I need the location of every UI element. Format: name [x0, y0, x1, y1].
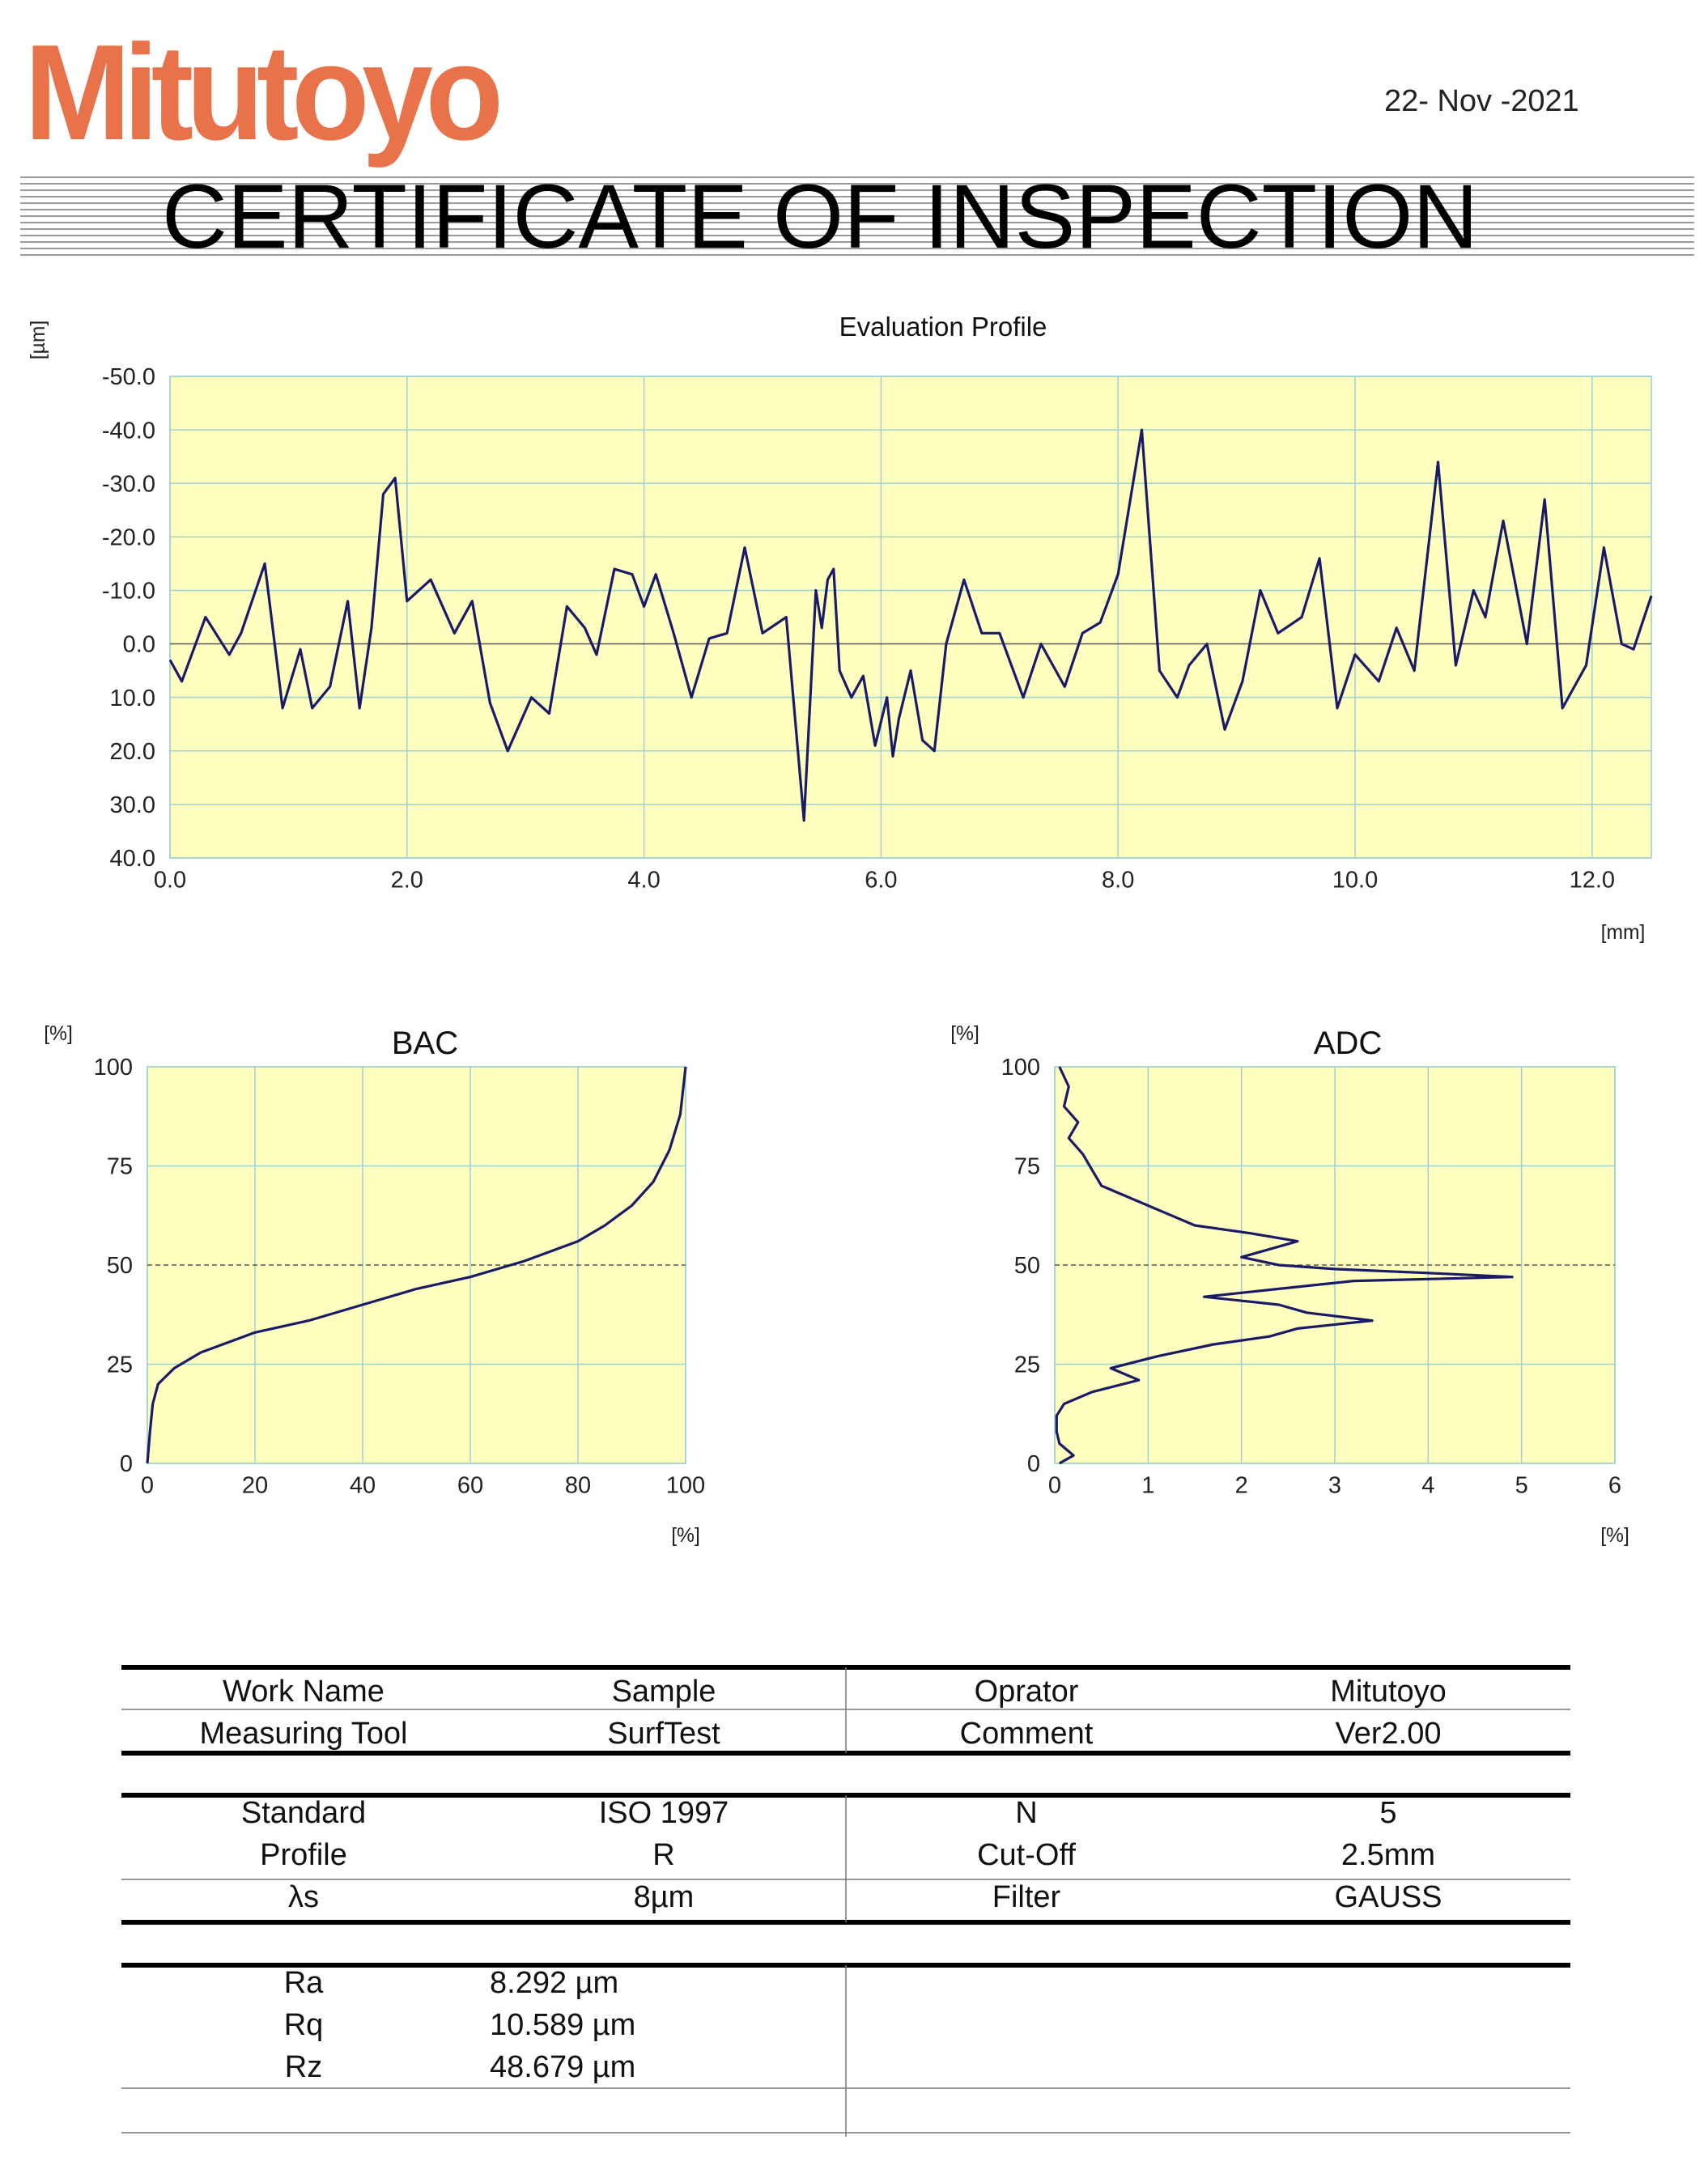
profile-x-tick-label: 2.0: [391, 867, 423, 893]
report-date: 22- Nov -2021: [1384, 84, 1579, 118]
profile-y-tick-label: 0.0: [123, 632, 155, 658]
table2-cell: N: [1015, 1796, 1037, 1830]
profile-y-tick-label: 20.0: [110, 739, 155, 765]
bac-x-unit-label: [%]: [671, 1525, 700, 1547]
table2-cell: 5: [1379, 1796, 1396, 1830]
adc-chart: 0 1 2 3 4 5 6 0 25 50 75 100 ADC [%] [%]: [950, 1023, 1629, 1547]
page-title: CERTIFICATE OF INSPECTION: [162, 166, 1479, 267]
table2-cell: GAUSS: [1334, 1880, 1442, 1914]
adc-y-tick-label: 50: [1014, 1253, 1040, 1279]
measurement-info-table: Work Name Sample Oprator Mitutoyo Measuring …: [121, 1665, 1570, 2137]
evaluation-profile-chart: 0.0 2.0 4.0 6.0 8.0 10.0 12.0 40.0 30.0 20.0 10.0 0…: [28, 312, 1653, 944]
profile-y-tick-label: 40.0: [110, 846, 155, 872]
bac-y-unit-label: [%]: [44, 1023, 73, 1045]
adc-x-unit-label: [%]: [1600, 1525, 1629, 1547]
results-parameter-value: 8.292 µm: [490, 1966, 618, 2000]
bac-y-tick-label: 100: [94, 1055, 133, 1081]
bac-x-tick-label: 60: [457, 1472, 483, 1498]
profile-y-tick-label: -40.0: [102, 418, 155, 444]
profile-y-tick-label: -30.0: [102, 471, 155, 497]
bac-chart-title: BAC: [392, 1025, 458, 1061]
profile-x-tick-label: 12.0: [1570, 867, 1615, 893]
bac-y-tick-label: 75: [107, 1154, 133, 1180]
profile-y-tick-label: 30.0: [110, 792, 155, 818]
profile-y-tick-label: -20.0: [102, 524, 155, 550]
table1-cell: Mitutoyo: [1330, 1675, 1447, 1709]
title-stripe-band: [20, 176, 1694, 257]
profile-y-tick-label: -50.0: [102, 364, 155, 390]
table2-cell: Standard: [241, 1796, 366, 1830]
table2-cell: 8µm: [634, 1880, 695, 1914]
bac-series-line: [146, 1066, 687, 1464]
results-parameter-name: Ra: [284, 1966, 324, 2000]
bac-y-tick-label: 50: [107, 1253, 133, 1279]
adc-x-tick-label: 5: [1515, 1472, 1528, 1498]
bac-x-tick-label: 100: [666, 1472, 705, 1498]
profile-y-unit-label: [µm]: [28, 321, 49, 359]
profile-y-tick-label: 10.0: [110, 686, 155, 711]
results-parameter-name: Rq: [284, 2008, 324, 2042]
bac-chart: 0 20 40 60 80 100 0 25 50 75 100 BAC [%] [%]: [44, 1023, 705, 1547]
table2-cell: Cut-Off: [977, 1838, 1076, 1872]
profile-y-tick-label: -10.0: [102, 579, 155, 605]
bac-x-tick-label: 0: [141, 1472, 154, 1498]
table1-cell: Ver2.00: [1336, 1717, 1442, 1751]
adc-y-tick-label: 75: [1014, 1154, 1040, 1180]
adc-chart-title: ADC: [1314, 1025, 1382, 1061]
table2-cell: 2.5mm: [1341, 1838, 1435, 1872]
adc-x-tick-label: 4: [1421, 1472, 1434, 1498]
adc-x-tick-label: 0: [1048, 1472, 1061, 1498]
profile-chart-title: Evaluation Profile: [839, 312, 1047, 342]
table2-cell: Profile: [260, 1838, 347, 1872]
table1-cell: Comment: [960, 1717, 1094, 1751]
bac-x-tick-label: 80: [565, 1472, 591, 1498]
profile-x-tick-label: 8.0: [1102, 867, 1134, 893]
table1-cell: SurfTest: [607, 1717, 720, 1751]
adc-series-line: [1055, 1066, 1514, 1465]
profile-x-tick-label: 6.0: [865, 867, 897, 893]
profile-x-unit-label: [mm]: [1601, 922, 1646, 944]
table2-cell: Filter: [992, 1880, 1061, 1914]
adc-y-tick-label: 0: [1027, 1451, 1040, 1477]
table2-cell: λs: [288, 1880, 319, 1914]
table1-cell: Oprator: [975, 1675, 1079, 1709]
mitutoyo-logo: Mitutoyo: [24, 16, 503, 168]
adc-x-tick-label: 1: [1141, 1472, 1154, 1498]
adc-x-tick-label: 2: [1235, 1472, 1248, 1498]
profile-x-tick-label: 10.0: [1332, 867, 1378, 893]
table1-cell: Work Name: [223, 1675, 385, 1709]
profile-x-tick-label: 4.0: [627, 867, 660, 893]
table1-cell: Sample: [612, 1675, 716, 1709]
results-parameter-name: Rz: [285, 2050, 322, 2084]
table1-cell: Measuring Tool: [199, 1717, 407, 1751]
bac-x-tick-label: 20: [242, 1472, 268, 1498]
profile-plot-area: [169, 376, 1652, 859]
results-parameter-value: 48.679 µm: [490, 2050, 635, 2084]
bac-y-tick-label: 25: [107, 1352, 133, 1378]
adc-x-tick-label: 6: [1608, 1472, 1621, 1498]
results-parameter-value: 10.589 µm: [490, 2008, 635, 2042]
table2-cell: ISO 1997: [599, 1796, 729, 1830]
profile-x-tick-label: 0.0: [154, 867, 186, 893]
adc-y-tick-label: 100: [1001, 1055, 1040, 1081]
profile-series-line: [168, 428, 1653, 822]
adc-y-tick-label: 25: [1014, 1352, 1040, 1378]
bac-y-tick-label: 0: [120, 1451, 133, 1477]
table2-cell: R: [652, 1838, 674, 1872]
bac-x-tick-label: 40: [350, 1472, 376, 1498]
adc-x-tick-label: 3: [1328, 1472, 1341, 1498]
adc-y-unit-label: [%]: [950, 1023, 979, 1045]
